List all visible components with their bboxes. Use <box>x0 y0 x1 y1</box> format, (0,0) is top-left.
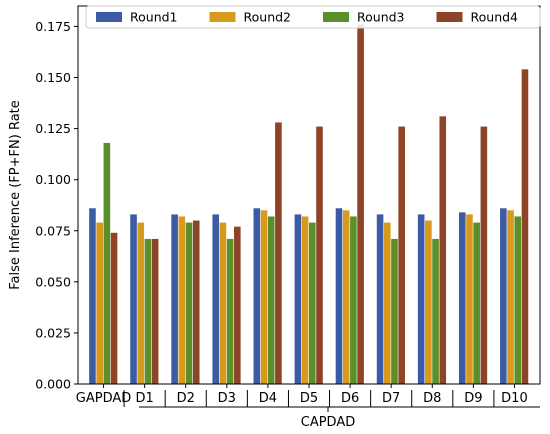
x-tick-label-d3: D3 <box>218 391 236 406</box>
bar-round3-d7 <box>391 238 398 384</box>
x-tick-label-d8: D8 <box>423 391 441 406</box>
y-tick-label: 0.025 <box>35 325 71 340</box>
legend-label-round1: Round1 <box>130 10 178 25</box>
bar-round1-d10 <box>500 208 507 384</box>
bar-round1-d1 <box>130 214 137 384</box>
bar-round2-d9 <box>466 214 473 384</box>
legend: Round1 Round2 Round3 Round4 <box>85 5 541 29</box>
legend-label-round2: Round2 <box>244 10 292 25</box>
bar-round1-d6 <box>335 208 343 384</box>
x-tick-label-d7: D7 <box>382 391 400 406</box>
bar-round3-d4 <box>267 216 275 384</box>
legend-label-round4: Round4 <box>471 10 519 25</box>
legend-swatch-round1 <box>96 12 122 22</box>
y-tick-label: 0.100 <box>35 172 71 187</box>
y-tick-label: 0.075 <box>35 223 71 238</box>
bar-round3-d9 <box>473 222 480 384</box>
bar-round1-d3 <box>212 214 220 384</box>
bar-round2-d1 <box>137 222 145 384</box>
bar-round3-d2 <box>185 222 193 384</box>
bar-round2-d10 <box>507 210 514 384</box>
bar-round4-d9 <box>480 126 488 385</box>
bar-round1-d5 <box>294 214 302 384</box>
x-tick-label-d5: D5 <box>300 391 318 406</box>
bars-layer <box>89 24 529 385</box>
bar-round2-d4 <box>260 210 268 384</box>
x-tick-label-gapdad: GAPDAD <box>76 391 132 406</box>
bar-round4-d1 <box>151 238 159 384</box>
y-tick-label: 0.150 <box>35 70 71 85</box>
group-bracket-label: CAPDAD <box>301 415 356 430</box>
bar-round4-d5 <box>316 126 323 385</box>
bar-round4-gapdad <box>110 232 118 384</box>
bar-round3-d10 <box>514 216 522 384</box>
bar-round3-d3 <box>226 238 234 384</box>
bar-round4-d6 <box>357 24 364 384</box>
bar-round2-d2 <box>178 216 186 384</box>
bar-round3-gapdad <box>103 142 111 384</box>
bar-round4-d10 <box>521 69 529 384</box>
bar-round2-d3 <box>219 222 227 384</box>
y-tick-label: 0.125 <box>35 121 71 136</box>
x-tick-label-d1: D1 <box>135 391 153 406</box>
y-tick-label: 0.175 <box>35 19 71 34</box>
bar-round3-d8 <box>432 238 439 384</box>
bar-round2-gapdad <box>96 222 103 384</box>
y-axis: 0.000 0.025 0.050 0.075 0.100 0.125 0.150 0.175 <box>35 19 78 392</box>
bar-round2-d7 <box>383 222 391 384</box>
y-tick-label: 0.050 <box>35 274 71 289</box>
legend-swatch-round2 <box>209 12 236 22</box>
bar-round2-d5 <box>301 216 309 384</box>
bar-round1-d9 <box>458 212 466 384</box>
bar-round2-d6 <box>342 210 350 384</box>
bar-round3-d1 <box>144 238 152 384</box>
legend-swatch-round3 <box>323 12 349 22</box>
x-axis: GAPDAD D1 D2 D3 D4 D5 D6 D7 D8 D9 D10 <box>76 384 528 407</box>
bar-round1-d4 <box>253 208 261 384</box>
bar-round3-d5 <box>309 222 316 384</box>
bar-round4-d8 <box>439 116 447 384</box>
bar-round4-d3 <box>234 226 241 384</box>
bar-round1-d2 <box>171 214 178 384</box>
legend-label-round3: Round3 <box>357 10 405 25</box>
bar-round1-gapdad <box>89 208 96 384</box>
x-tick-label-d10: D10 <box>501 391 528 406</box>
x-tick-label-d2: D2 <box>177 391 195 406</box>
bar-round2-d8 <box>425 220 432 384</box>
y-tick-label: 0.000 <box>35 377 71 392</box>
y-axis-label: False Inference (FP+FN) Rate <box>8 100 23 289</box>
bar-round4-d7 <box>398 126 405 385</box>
legend-box <box>85 5 541 29</box>
bar-round1-d8 <box>417 214 425 384</box>
bar-round4-d2 <box>192 220 200 384</box>
x-tick-label-d6: D6 <box>341 391 359 406</box>
bar-round3-d6 <box>350 216 357 384</box>
x-tick-label-d4: D4 <box>259 391 277 406</box>
legend-swatch-round4 <box>436 12 463 22</box>
bar-round1-d7 <box>376 214 384 384</box>
bar-round4-d4 <box>275 122 282 385</box>
x-tick-label-d9: D9 <box>464 391 482 406</box>
capdad-group-bracket: CAPDAD <box>139 406 540 430</box>
